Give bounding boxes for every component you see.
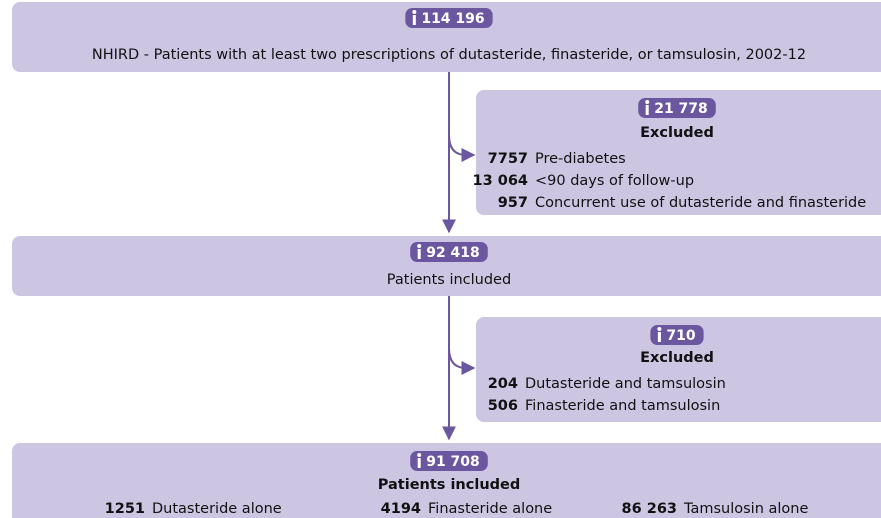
badge-bg <box>410 242 488 262</box>
person-icon <box>657 332 661 342</box>
item-count: 204 <box>488 376 518 392</box>
box <box>12 236 881 296</box>
box <box>476 317 881 422</box>
box-text: Patients included <box>387 272 511 288</box>
box-title: Excluded <box>640 125 714 141</box>
person-icon <box>417 249 421 259</box>
badge-bg <box>638 98 716 118</box>
item-label: Finasteride alone <box>428 501 552 517</box>
item-label: Dutasteride and tamsulosin <box>525 376 726 392</box>
badge-count: 710 <box>666 328 695 344</box>
person-icon <box>645 105 649 115</box>
item-count: 7757 <box>488 151 528 167</box>
badge-count: 92 418 <box>426 245 480 261</box>
item-count: 1251 <box>105 501 145 517</box>
item-count: 86 263 <box>622 501 678 517</box>
badge-bg <box>405 8 493 28</box>
badge-bg <box>650 325 704 345</box>
branch-arrow <box>448 347 476 375</box>
item-label: Pre-diabetes <box>535 151 626 167</box>
item-label: Concurrent use of dutasteride and finast… <box>535 195 866 211</box>
box-title: Patients included <box>378 477 520 493</box>
count-badge: 114 196 <box>405 8 493 28</box>
count-badge: 92 418 <box>410 242 488 262</box>
person-icon <box>417 244 422 248</box>
badge-count: 91 708 <box>426 454 480 470</box>
item-count: 4194 <box>381 501 421 517</box>
person-icon <box>412 10 417 14</box>
box <box>476 90 881 215</box>
box <box>12 443 881 518</box>
box-text: NHIRD - Patients with at least two presc… <box>92 47 806 63</box>
count-badge: 91 708 <box>410 451 488 471</box>
person-icon <box>412 15 416 25</box>
item-count: 13 064 <box>473 173 529 189</box>
badge-bg <box>410 451 488 471</box>
box-title: Excluded <box>640 350 714 366</box>
item-label: Finasteride and tamsulosin <box>525 398 720 414</box>
count-badge: 21 778 <box>638 98 716 118</box>
person-icon <box>657 327 662 331</box>
person-icon <box>417 453 422 457</box>
connectors <box>442 72 476 441</box>
badge-count: 21 778 <box>654 101 708 117</box>
item-label: Tamsulosin alone <box>683 501 808 517</box>
box <box>12 2 881 72</box>
item-count: 506 <box>488 398 518 414</box>
branch-arrow <box>448 134 476 162</box>
item-count: 957 <box>498 195 528 211</box>
count-badge: 710 <box>650 325 704 345</box>
item-label: Dutasteride alone <box>152 501 282 517</box>
item-label: <90 days of follow-up <box>535 173 694 189</box>
person-icon <box>645 100 650 104</box>
person-icon <box>417 458 421 468</box>
badge-count: 114 196 <box>421 11 484 27</box>
